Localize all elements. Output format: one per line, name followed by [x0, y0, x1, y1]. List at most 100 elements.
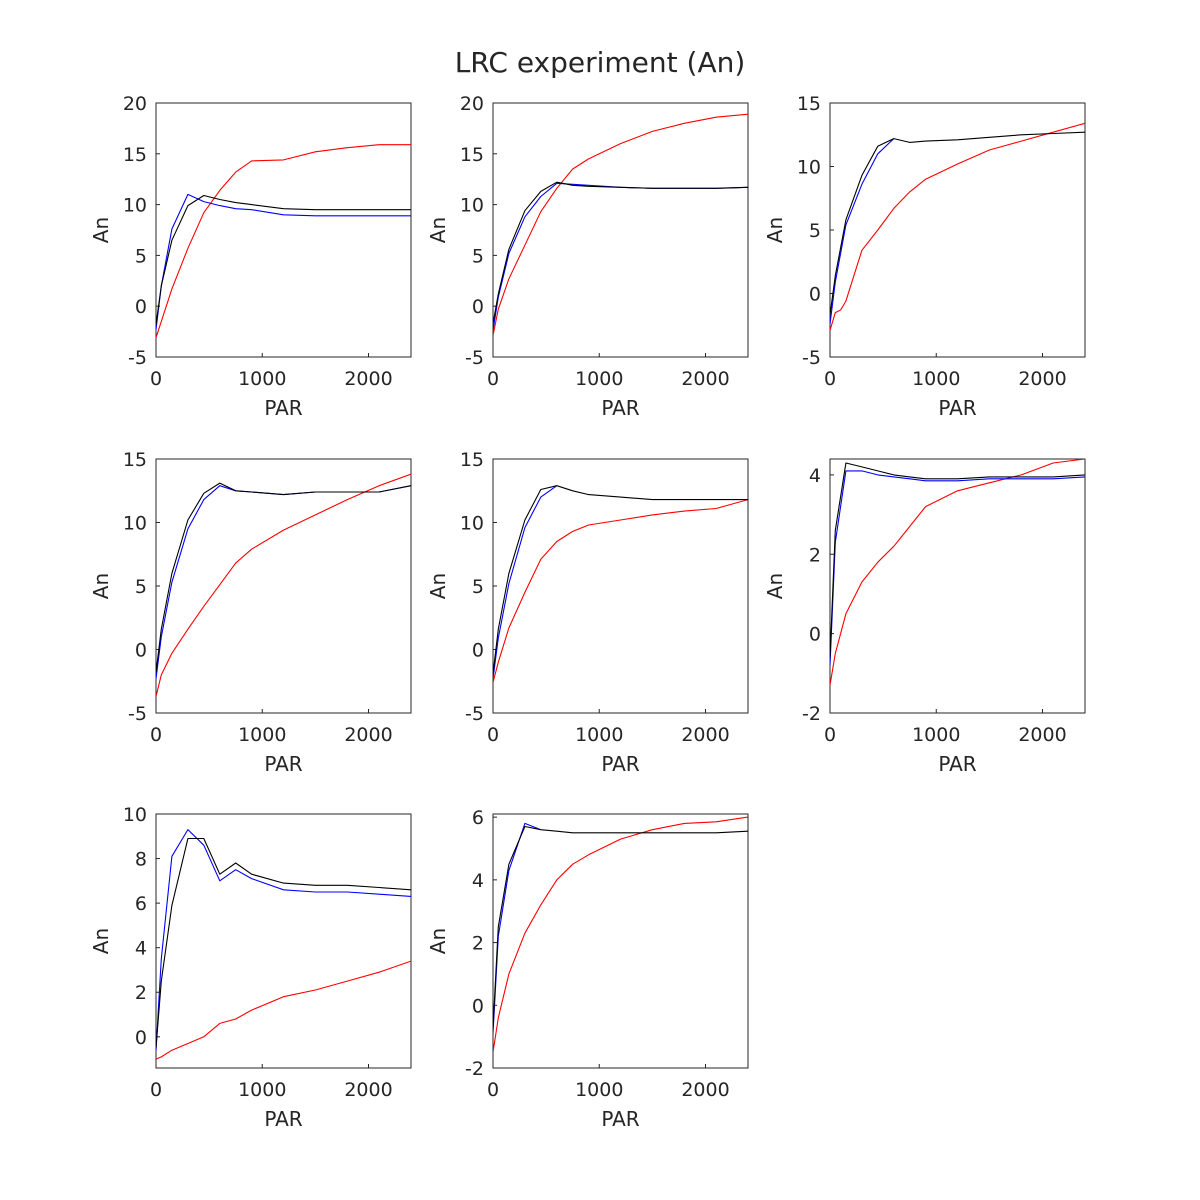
- x-tick-label: 2000: [681, 1079, 729, 1101]
- x-tick-label: 0: [824, 368, 836, 390]
- plot-area: [830, 122, 1085, 331]
- y-tick-label: 0: [135, 1027, 147, 1049]
- subplot-7: 0 1000 2000 0 2 4 6 8 10 PAR An: [89, 804, 412, 1131]
- axes-frame: [155, 813, 412, 1069]
- x-tick-label: 0: [150, 724, 162, 746]
- figure-title: LRC experiment (An): [455, 46, 746, 79]
- y-tick-label: -2: [465, 1058, 484, 1080]
- x-tick-label: 1000: [575, 1079, 623, 1101]
- x-tick-label: 1000: [238, 368, 286, 390]
- series-line-2: [830, 138, 895, 325]
- y-tick-label: 4: [472, 870, 484, 892]
- y-tick-label: 8: [135, 849, 147, 871]
- y-tick-label: 0: [472, 296, 484, 318]
- y-tick-label: 15: [123, 449, 147, 471]
- y-tick-label: 0: [809, 624, 821, 646]
- x-tick-label: 2000: [344, 368, 392, 390]
- series-line-2: [830, 470, 1085, 666]
- y-tick-label: 6: [135, 893, 147, 915]
- x-tick-label: 2000: [681, 724, 729, 746]
- y-axis-label: An: [426, 928, 450, 954]
- series-line-3: [493, 485, 748, 674]
- y-tick-label: 10: [460, 195, 484, 217]
- x-tick-label: 1000: [575, 724, 623, 746]
- series-line-1: [830, 122, 1085, 331]
- series-line-3: [156, 482, 411, 673]
- plot-area: [493, 113, 748, 336]
- y-tick-label: 2: [809, 544, 821, 566]
- plot-area: [156, 473, 411, 697]
- y-tick-label: 0: [135, 640, 147, 662]
- series-line-1: [493, 499, 748, 683]
- y-tick-label: -5: [802, 347, 821, 369]
- y-tick-label: 5: [809, 220, 821, 242]
- series-line-2: [493, 485, 558, 679]
- y-tick-label: 15: [460, 144, 484, 166]
- axes-frame: [155, 102, 412, 358]
- y-tick-label: 6: [472, 807, 484, 829]
- series-line-3: [830, 131, 1085, 316]
- x-tick-label: 0: [824, 724, 836, 746]
- x-axis-label: PAR: [264, 396, 302, 420]
- y-tick-label: 20: [460, 93, 484, 115]
- y-tick-label: 5: [135, 245, 147, 267]
- axes-frame: [829, 458, 1086, 714]
- x-axis-label: PAR: [938, 396, 976, 420]
- x-tick-label: 0: [487, 724, 499, 746]
- x-axis-label: PAR: [264, 1107, 302, 1131]
- y-tick-label: 4: [809, 465, 821, 487]
- series-line-1: [493, 113, 748, 336]
- x-tick-label: 1000: [575, 368, 623, 390]
- plot-area: [493, 485, 748, 683]
- series-line-1: [830, 459, 1085, 686]
- series-line-1: [493, 816, 748, 1053]
- y-tick-label: 15: [797, 93, 821, 115]
- axes-frame: [155, 458, 412, 714]
- y-axis-label: An: [426, 217, 450, 243]
- y-tick-label: -5: [465, 347, 484, 369]
- series-line-1: [156, 144, 411, 338]
- plot-area: [156, 144, 411, 338]
- series-line-1: [156, 473, 411, 697]
- x-tick-label: 1000: [238, 1079, 286, 1101]
- x-tick-label: 2000: [681, 368, 729, 390]
- axes-frame: [492, 102, 749, 358]
- y-tick-label: 10: [123, 513, 147, 535]
- x-tick-label: 1000: [238, 724, 286, 746]
- plot-area: [493, 816, 748, 1053]
- series-line-3: [493, 181, 748, 324]
- y-tick-label: 10: [123, 195, 147, 217]
- y-tick-label: 15: [460, 449, 484, 471]
- series-line-1: [156, 960, 411, 1060]
- y-tick-label: -5: [128, 703, 147, 725]
- x-axis-label: PAR: [601, 396, 639, 420]
- y-tick-label: 5: [472, 245, 484, 267]
- y-tick-label: 0: [472, 640, 484, 662]
- x-tick-label: 2000: [344, 1079, 392, 1101]
- x-tick-label: 2000: [1018, 368, 1066, 390]
- y-tick-label: 0: [135, 296, 147, 318]
- plot-area: [830, 459, 1085, 686]
- y-axis-label: An: [89, 928, 113, 954]
- y-tick-label: 15: [123, 144, 147, 166]
- series-line-3: [493, 825, 748, 1028]
- y-tick-label: 4: [135, 938, 147, 960]
- series-line-3: [830, 462, 1085, 658]
- series-line-2: [156, 829, 411, 1051]
- x-tick-label: 0: [150, 368, 162, 390]
- y-axis-label: An: [763, 573, 787, 599]
- y-axis-label: An: [426, 573, 450, 599]
- plot-area: [156, 829, 411, 1060]
- y-tick-label: 5: [135, 576, 147, 598]
- x-tick-label: 1000: [912, 368, 960, 390]
- y-tick-label: -2: [802, 703, 821, 725]
- y-tick-label: 10: [460, 513, 484, 535]
- x-tick-label: 2000: [1018, 724, 1066, 746]
